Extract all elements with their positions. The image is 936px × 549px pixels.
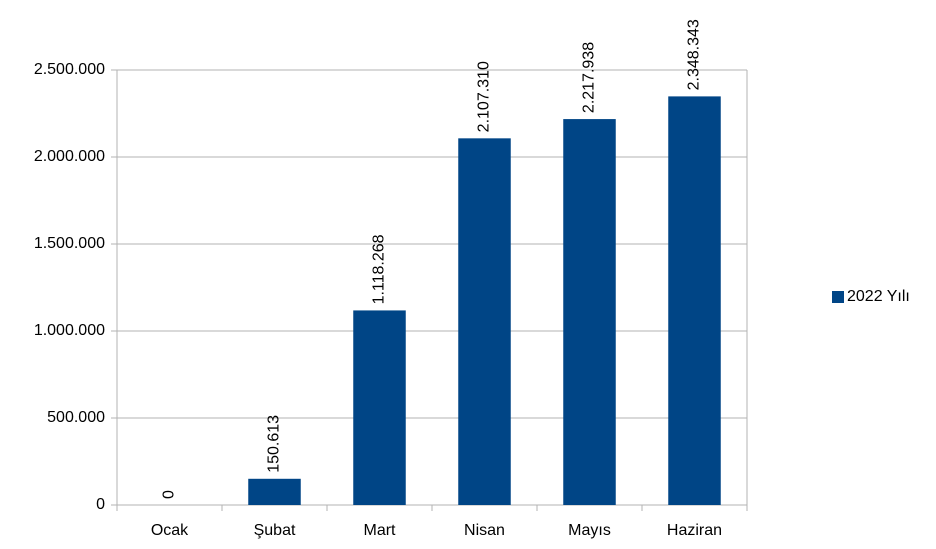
bar <box>668 96 721 506</box>
y-tick-label: 2.500.000 <box>34 61 105 78</box>
y-tick-label: 2.000.000 <box>34 148 105 165</box>
legend-swatch <box>832 291 844 303</box>
y-tick-label: 0 <box>96 496 105 513</box>
data-label: 150.613 <box>266 415 283 473</box>
y-tick-label: 1.500.000 <box>34 235 105 252</box>
data-label: 2.217.938 <box>581 42 598 113</box>
x-tick-label: Nisan <box>464 522 505 539</box>
x-tick-label: Mart <box>364 522 397 539</box>
y-tick-label: 500.000 <box>47 409 105 426</box>
bar <box>353 310 406 505</box>
bar <box>458 138 511 505</box>
bar <box>563 119 616 505</box>
data-label: 0 <box>161 490 178 499</box>
data-label: 2.348.343 <box>686 19 703 90</box>
x-tick-label: Mayıs <box>568 522 611 539</box>
x-tick-label: Ocak <box>151 522 189 539</box>
y-tick-label: 1.000.000 <box>34 322 105 339</box>
data-label: 1.118.268 <box>371 234 388 304</box>
x-tick-label: Şubat <box>254 522 296 539</box>
bar <box>248 478 301 505</box>
legend-label: 2022 Yılı <box>847 288 910 305</box>
data-label: 2.107.310 <box>476 61 493 132</box>
x-tick-label: Haziran <box>667 522 722 539</box>
